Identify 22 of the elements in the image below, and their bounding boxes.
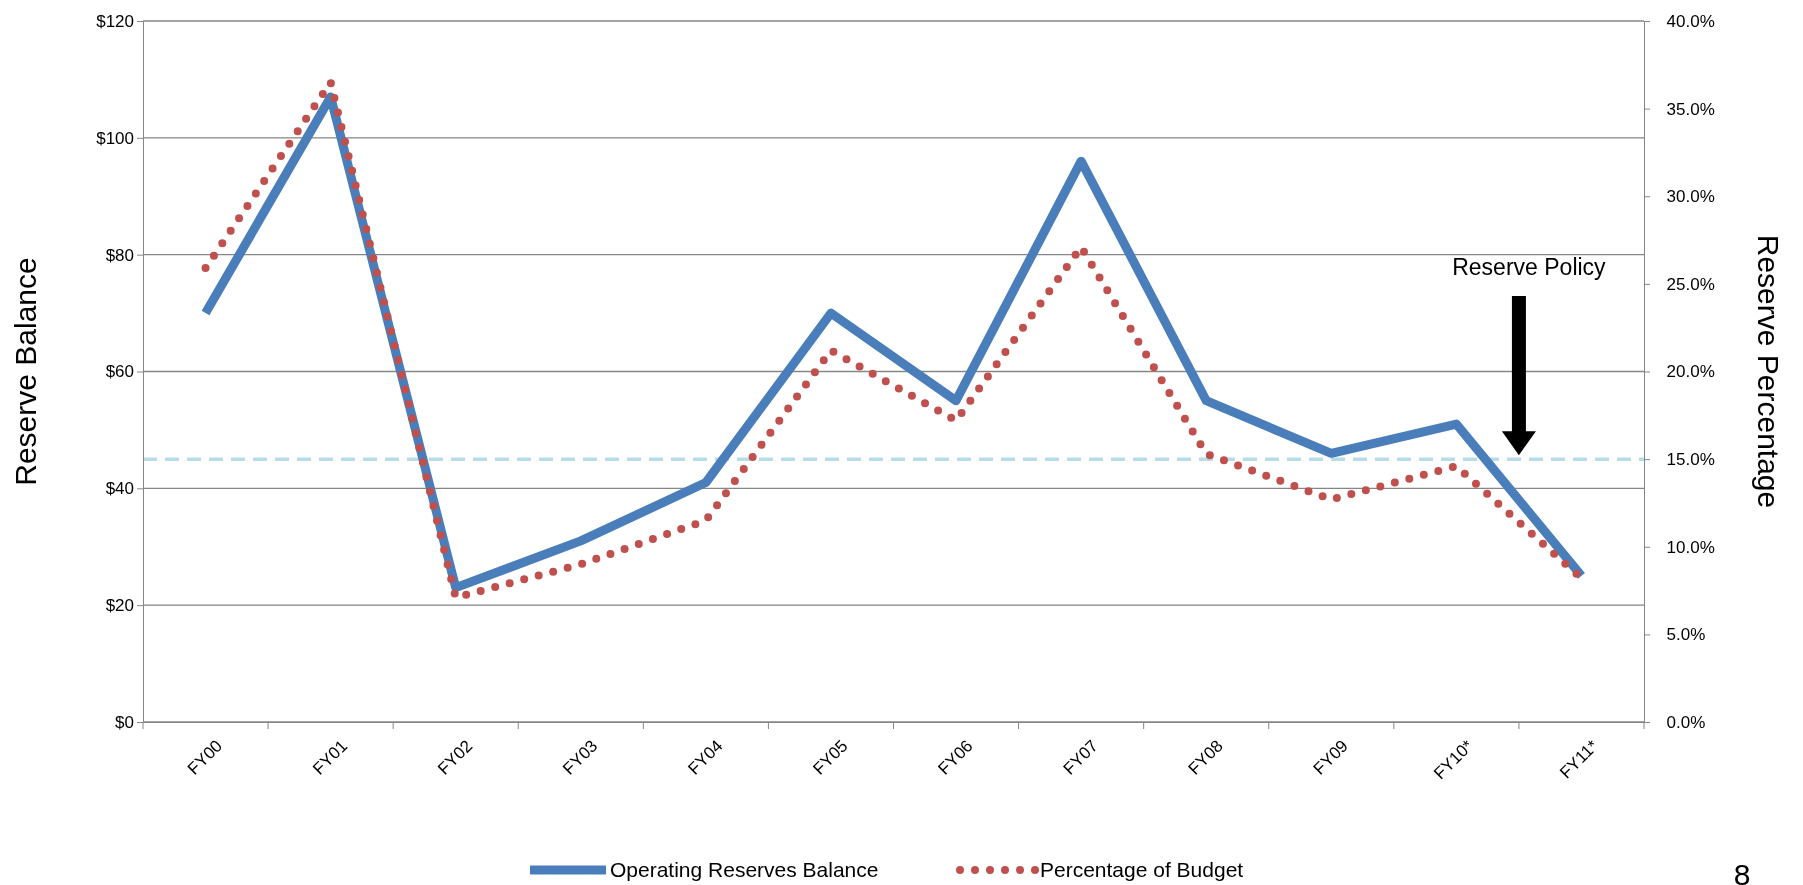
y2-tick-label: 0.0%	[1666, 712, 1706, 732]
y2-tick-label: 20.0%	[1666, 362, 1715, 382]
text: 8	[1733, 858, 1751, 885]
y-tick-label: $60	[105, 362, 134, 382]
y2-tick-label: 30.0%	[1666, 187, 1715, 207]
y-tick-label: $20	[105, 596, 134, 616]
y2-axis-title: Reserve Percentage	[1752, 234, 1785, 509]
y-axis-title: Reserve Balance	[9, 257, 42, 486]
y2-tick-label: 15.0%	[1666, 450, 1715, 470]
y2-tick-label: 35.0%	[1666, 99, 1715, 119]
y2-tick-label: 40.0%	[1666, 11, 1715, 31]
y-tick-label: $0	[115, 712, 134, 732]
annotation: Reserve Policy	[1452, 254, 1607, 280]
y-tick-label: $80	[105, 245, 134, 265]
legend-label: Percentage of Budget	[1040, 858, 1244, 881]
y2-tick-label: 10.0%	[1666, 537, 1715, 557]
y2-tick-label: 5.0%	[1666, 625, 1706, 645]
y-tick-label: $40	[105, 479, 134, 499]
legend-label: Operating Reserves Balance	[610, 858, 879, 881]
y-tick-label: $100	[96, 128, 134, 148]
y-tick-label: $120	[96, 11, 134, 31]
y2-tick-label: 25.0%	[1666, 274, 1715, 294]
